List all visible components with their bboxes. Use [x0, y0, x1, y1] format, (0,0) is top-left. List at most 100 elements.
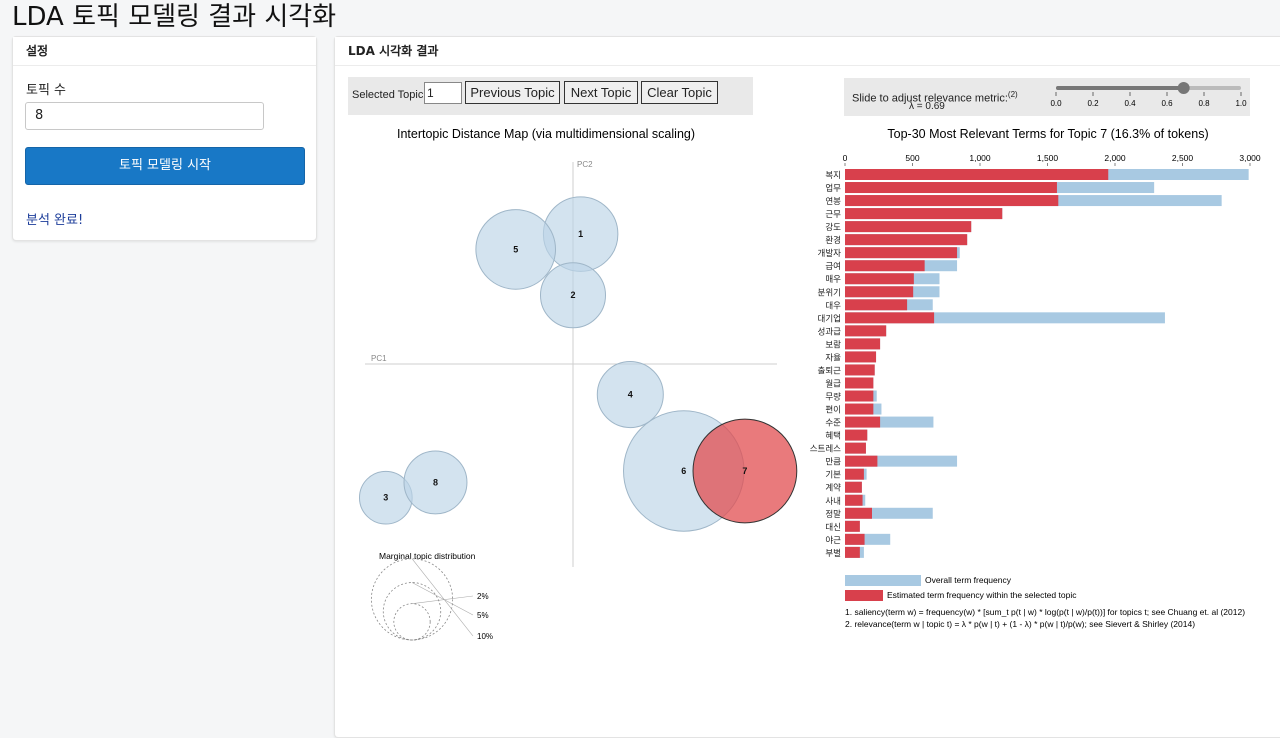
legend-overall-label: Overall term frequency	[925, 575, 1012, 585]
term-label[interactable]: 매우	[825, 274, 841, 284]
estimated-frequency-bar[interactable]	[845, 456, 877, 467]
term-label[interactable]: 업무	[825, 183, 841, 193]
term-label[interactable]: 편이	[825, 405, 841, 415]
term-label[interactable]: 대우	[825, 300, 841, 310]
x-tick-label: 500	[905, 153, 919, 163]
estimated-frequency-bar[interactable]	[845, 534, 865, 545]
estimated-frequency-bar[interactable]	[845, 469, 864, 480]
term-label[interactable]: 무량	[825, 392, 841, 402]
estimated-frequency-bar[interactable]	[845, 286, 913, 297]
topic-bubble-label-6: 6	[681, 466, 686, 476]
footnote-relevance: 2. relevance(term w | topic t) = λ * p(w…	[845, 619, 1195, 629]
term-label[interactable]: 부별	[825, 548, 841, 558]
topic-count-input[interactable]: 8	[25, 102, 264, 130]
settings-header: 설정	[13, 37, 316, 66]
estimated-frequency-bar[interactable]	[845, 247, 957, 258]
topic-bubble-label-5: 5	[513, 244, 518, 254]
run-modeling-button[interactable]: 토픽 모델링 시작	[25, 147, 305, 185]
marginal-label: 10%	[477, 632, 493, 641]
estimated-frequency-bar[interactable]	[845, 182, 1057, 193]
estimated-frequency-bar[interactable]	[845, 508, 872, 519]
estimated-frequency-bar[interactable]	[845, 521, 860, 532]
estimated-frequency-bar[interactable]	[845, 338, 880, 349]
term-label[interactable]: 환경	[825, 235, 841, 245]
estimated-frequency-bar[interactable]	[845, 351, 876, 362]
estimated-frequency-bar[interactable]	[845, 234, 967, 245]
term-label[interactable]: 출퇴근	[818, 365, 842, 375]
term-label[interactable]: 스트레스	[810, 444, 841, 454]
x-tick-label: 3,000	[1239, 153, 1261, 163]
page-title: LDA 토픽 모델링 결과 시각화	[12, 0, 336, 33]
term-label[interactable]: 야근	[825, 535, 841, 545]
estimated-frequency-bar[interactable]	[845, 417, 880, 428]
settings-panel: 설정 토픽 수 8 토픽 모델링 시작 분석 완료!	[12, 36, 317, 241]
term-label[interactable]: 급여	[825, 261, 841, 271]
term-label[interactable]: 자율	[825, 352, 841, 362]
estimated-frequency-bar[interactable]	[845, 221, 971, 232]
term-label[interactable]: 사내	[825, 496, 841, 506]
estimated-frequency-bar[interactable]	[845, 547, 860, 558]
term-label[interactable]: 기본	[825, 470, 841, 480]
term-label[interactable]: 월급	[825, 378, 841, 388]
estimated-frequency-bar[interactable]	[845, 169, 1108, 180]
marginal-leader-line	[412, 583, 473, 615]
marginal-circle	[371, 559, 452, 640]
marginal-label: 5%	[477, 611, 489, 620]
x-tick-label: 0	[843, 153, 848, 163]
footnote-saliency: 1. saliency(term w) = frequency(w) * [su…	[845, 607, 1245, 617]
term-label[interactable]: 분위기	[818, 287, 841, 297]
term-label[interactable]: 보람	[825, 339, 841, 349]
x-tick-label: 2,000	[1104, 153, 1126, 163]
estimated-frequency-bar[interactable]	[845, 208, 1002, 219]
bar-chart-title: Top-30 Most Relevant Terms for Topic 7 (…	[887, 127, 1208, 141]
ldavis-svg: Intertopic Distance Map (via multidimens…	[335, 37, 1280, 720]
topic-bubble-label-4: 4	[628, 390, 633, 400]
estimated-frequency-bar[interactable]	[845, 364, 875, 375]
estimated-frequency-bar[interactable]	[845, 260, 925, 271]
x-tick-label: 2,500	[1172, 153, 1194, 163]
estimated-frequency-bar[interactable]	[845, 325, 886, 336]
topic-bubble-label-3: 3	[383, 493, 388, 503]
estimated-frequency-bar[interactable]	[845, 299, 907, 310]
estimated-frequency-bar[interactable]	[845, 195, 1058, 206]
marginal-title: Marginal topic distribution	[379, 551, 476, 561]
estimated-frequency-bar[interactable]	[845, 430, 867, 441]
x-tick-label: 1,000	[969, 153, 991, 163]
estimated-frequency-bar[interactable]	[845, 495, 863, 506]
term-label[interactable]: 대기업	[818, 313, 841, 323]
marginal-circle	[394, 604, 430, 640]
topic-count-label: 토픽 수	[26, 79, 66, 98]
estimated-frequency-bar[interactable]	[845, 273, 914, 284]
map-title: Intertopic Distance Map (via multidimens…	[397, 127, 695, 141]
term-label[interactable]: 근무	[825, 209, 841, 219]
term-label[interactable]: 복지	[825, 170, 841, 180]
legend-overall-swatch	[845, 575, 921, 586]
status-text: 분석 완료!	[26, 209, 83, 228]
term-label[interactable]: 성과급	[818, 326, 842, 336]
topic-bubble-label-8: 8	[433, 477, 438, 487]
term-label[interactable]: 대신	[825, 522, 841, 532]
topic-bubble-label-1: 1	[578, 229, 583, 239]
marginal-label: 2%	[477, 592, 489, 601]
estimated-frequency-bar[interactable]	[845, 377, 873, 388]
term-label[interactable]: 만큼	[825, 457, 841, 467]
topic-bubble-label-2: 2	[570, 290, 575, 300]
result-panel: LDA 시각화 결과 Selected Topic: 1 Previous To…	[334, 36, 1280, 738]
marginal-circle	[383, 583, 440, 640]
term-label[interactable]: 계약	[825, 483, 841, 493]
legend-estimated-swatch	[845, 590, 883, 601]
term-label[interactable]: 수준	[825, 418, 841, 428]
legend-estimated-label: Estimated term frequency within the sele…	[887, 590, 1077, 600]
term-label[interactable]: 강도	[825, 222, 841, 232]
term-label[interactable]: 혜택	[825, 431, 841, 441]
term-label[interactable]: 연봉	[825, 196, 841, 206]
estimated-frequency-bar[interactable]	[845, 443, 866, 454]
term-label[interactable]: 개발자	[818, 248, 842, 258]
estimated-frequency-bar[interactable]	[845, 482, 862, 493]
estimated-frequency-bar[interactable]	[845, 404, 873, 415]
term-label[interactable]: 정말	[825, 509, 841, 519]
estimated-frequency-bar[interactable]	[845, 391, 873, 402]
estimated-frequency-bar[interactable]	[845, 312, 934, 323]
pc1-label: PC1	[371, 354, 387, 363]
x-tick-label: 1,500	[1037, 153, 1059, 163]
